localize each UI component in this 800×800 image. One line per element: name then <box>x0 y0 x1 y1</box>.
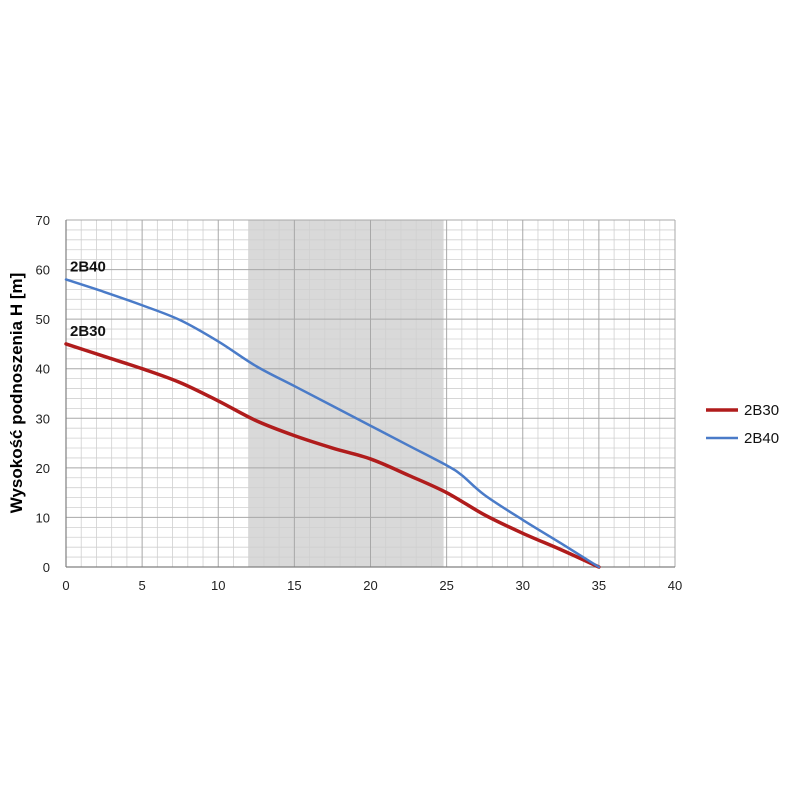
x-tick-label: 0 <box>62 578 69 593</box>
annotation-2b40: 2B40 <box>70 258 106 275</box>
x-tick-label: 40 <box>668 578 682 593</box>
x-tick-label: 30 <box>516 578 530 593</box>
x-tick-label: 20 <box>363 578 377 593</box>
x-tick-label: 35 <box>592 578 606 593</box>
y-tick-label: 10 <box>36 510 50 525</box>
y-axis-label: Wysokość podnoszenia H [m] <box>7 273 26 514</box>
series-line-2b30 <box>64 342 601 569</box>
x-tick-label: 10 <box>211 578 225 593</box>
y-tick-label: 60 <box>36 263 50 278</box>
annotation-2b30: 2B30 <box>70 323 106 340</box>
x-tick-label: 15 <box>287 578 301 593</box>
y-tick-label: 0 <box>43 560 50 575</box>
y-tick-label: 30 <box>36 411 50 426</box>
y-tick-label: 20 <box>36 461 50 476</box>
y-tick-label: 50 <box>36 312 50 327</box>
y-tick-label: 70 <box>36 213 50 228</box>
legend: 2B30 2B40 <box>706 402 779 447</box>
legend-label-2b30: 2B30 <box>744 402 779 419</box>
series-line-2b40 <box>64 278 601 569</box>
x-tick-labels: 0 5 10 15 20 25 30 35 40 <box>62 578 682 593</box>
y-tick-labels: 0 10 20 30 40 50 60 70 <box>36 213 50 575</box>
shaded-operating-range <box>248 220 444 567</box>
curve-annotations: 2B40 2B30 <box>70 258 106 339</box>
legend-label-2b40: 2B40 <box>744 430 779 447</box>
y-tick-label: 40 <box>36 362 50 377</box>
series-lines <box>64 278 601 569</box>
x-tick-label: 25 <box>439 578 453 593</box>
x-tick-label: 5 <box>139 578 146 593</box>
axes <box>65 220 675 568</box>
